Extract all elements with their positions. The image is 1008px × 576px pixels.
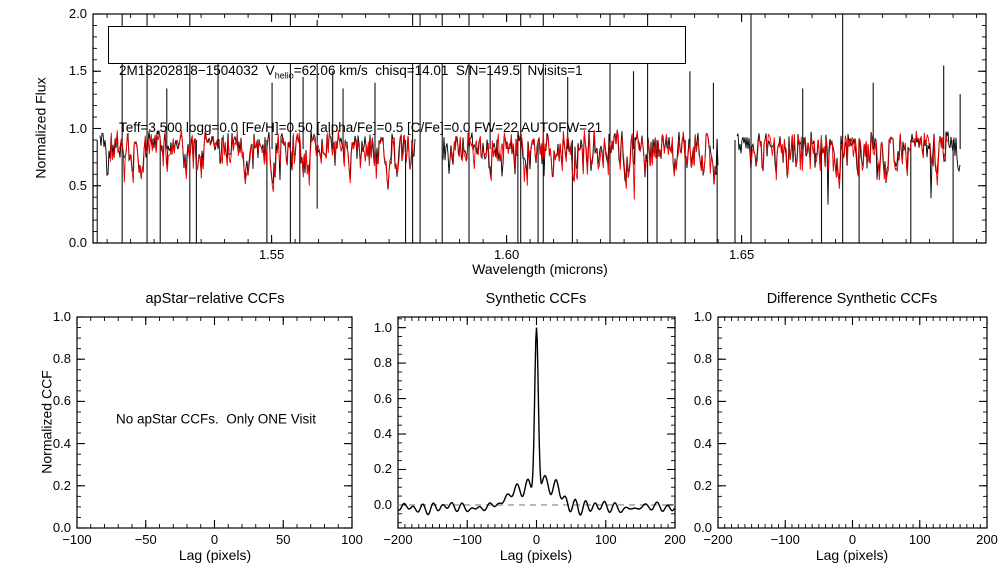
x-tick-label: −200 (383, 532, 413, 547)
x-tick-label: 50 (276, 532, 291, 547)
y-tick-label: 0.6 (52, 393, 71, 409)
spectrum-x-axis-label: Wavelength (microns) (472, 261, 608, 277)
axis-box (397, 316, 676, 529)
difference-ccf-title: Difference Synthetic CCFs (766, 291, 938, 307)
apstar-ccf-x-axis-label: Lag (pixels) (178, 547, 252, 563)
x-tick-label: −100 (770, 532, 800, 547)
y-tick-label: 0.0 (373, 496, 392, 512)
y-tick-label: 1.5 (68, 63, 87, 79)
y-tick-label: 0.4 (693, 435, 712, 451)
y-tick-label: 0.2 (52, 477, 71, 493)
x-tick-label: −200 (703, 532, 733, 547)
x-tick-label: 1.55 (258, 247, 285, 262)
y-tick-label: 1.0 (373, 319, 392, 335)
ccf-y-axis-label: Normalized CCF (38, 370, 55, 474)
y-tick-label: 0.6 (373, 390, 392, 406)
no-apstar-ccfs-message: No apStar CCFs. Only ONE Visit (115, 411, 317, 427)
model-spectrum-line (749, 130, 948, 189)
x-tick-label: 200 (976, 532, 998, 547)
y-tick-label: 1.0 (693, 309, 712, 324)
y-tick-label: 1.0 (68, 120, 87, 136)
y-tick-label: 0.8 (693, 351, 712, 367)
x-tick-label: 0 (848, 532, 857, 547)
y-tick-label: 0.4 (373, 426, 392, 442)
x-tick-label: −50 (134, 532, 157, 547)
y-tick-label: 0.2 (373, 461, 392, 477)
y-tick-label: 0.8 (373, 355, 392, 371)
x-tick-label: 0 (210, 532, 219, 547)
vhelio-subscript: helio (274, 70, 294, 81)
y-tick-label: 0.0 (693, 520, 712, 535)
model-spectrum-line (449, 129, 717, 200)
target-info-box: 2M18202818−1504032 Vhelio=62.06 km/s chi… (108, 26, 686, 135)
axis-box (717, 316, 988, 529)
synthetic-ccf-curve (397, 327, 676, 516)
y-tick-label: 2.0 (68, 6, 87, 21)
target-info-line1: 2M18202818−1504032 Vhelio=62.06 km/s chi… (119, 62, 685, 85)
synthetic-ccf-title: Synthetic CCFs (485, 291, 587, 307)
target-info-line2: Teff=3,500 logg=0.0 [Fe/H]=0.50 [alpha/F… (119, 119, 603, 135)
y-tick-label: 0.4 (52, 435, 71, 451)
y-tick-label: 0.2 (693, 477, 712, 493)
x-tick-label: 100 (594, 532, 617, 547)
y-tick-label: 0.8 (52, 351, 71, 367)
y-tick-label: 0.5 (68, 177, 87, 193)
synthetic-ccf-x-axis-label: Lag (pixels) (499, 547, 573, 563)
x-tick-label: −100 (452, 532, 482, 547)
y-tick-label: 0.0 (68, 235, 87, 250)
y-tick-label: 0.0 (52, 520, 71, 535)
y-tick-label: 1.0 (52, 309, 71, 324)
apstar-ccf-title: apStar−relative CCFs (145, 291, 285, 307)
x-tick-label: 200 (664, 532, 686, 547)
x-tick-label: 1.60 (493, 247, 520, 262)
x-tick-label: −100 (62, 532, 92, 547)
target-id-and-vhelio: 2M18202818−1504032 V (119, 63, 275, 78)
difference-ccf-x-axis-label: Lag (pixels) (815, 547, 889, 563)
x-tick-label: 100 (341, 532, 363, 547)
x-tick-label: 1.65 (728, 247, 755, 262)
x-tick-label: 0 (532, 532, 541, 547)
vhelio-chisq-sn-nvisits: =62.06 km/s chisq=14.01 S/N=149.5 Nvisit… (293, 63, 583, 78)
x-tick-label: 100 (908, 532, 931, 547)
y-tick-label: 0.6 (693, 393, 712, 409)
model-spectrum-line (109, 129, 414, 192)
